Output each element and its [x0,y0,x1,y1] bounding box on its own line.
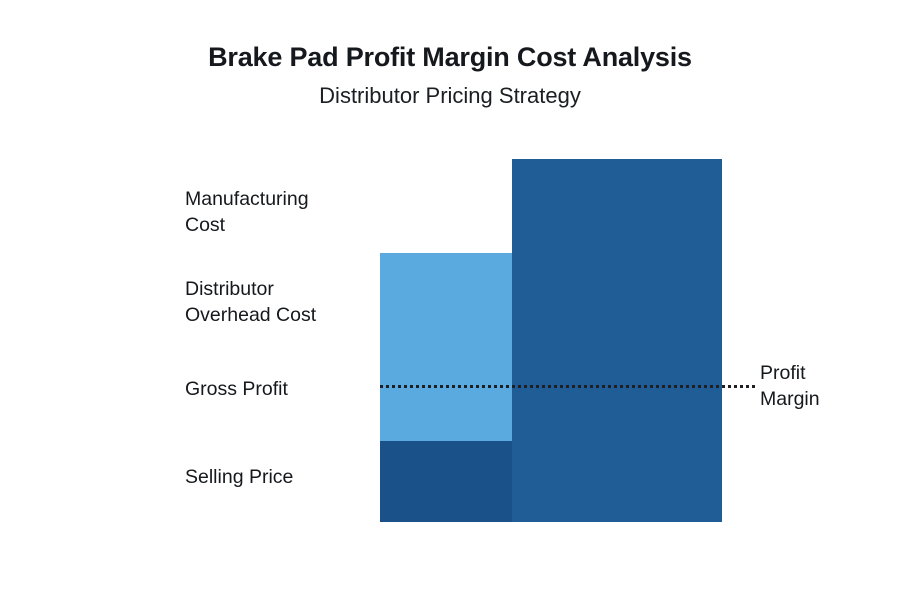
chart-title: Brake Pad Profit Margin Cost Analysis [208,42,692,72]
chart-subtitle: Distributor Pricing Strategy [319,83,581,108]
category-label-manufacturing-cost: Manufacturing Cost [185,188,309,236]
profit-margin-annotation: Profit Margin [760,362,820,410]
category-label-distributor-overhead-cost: Distributor Overhead Cost [185,278,317,326]
bar-segment-manufacturing-cost [512,159,722,522]
category-label-selling-price: Selling Price [185,466,294,488]
bar-segment-distributor-overhead-cost [380,253,512,441]
profit-margin-reference-line [380,385,755,388]
category-label-gross-profit: Gross Profit [185,378,288,400]
bar-segment-selling-price [380,441,512,522]
